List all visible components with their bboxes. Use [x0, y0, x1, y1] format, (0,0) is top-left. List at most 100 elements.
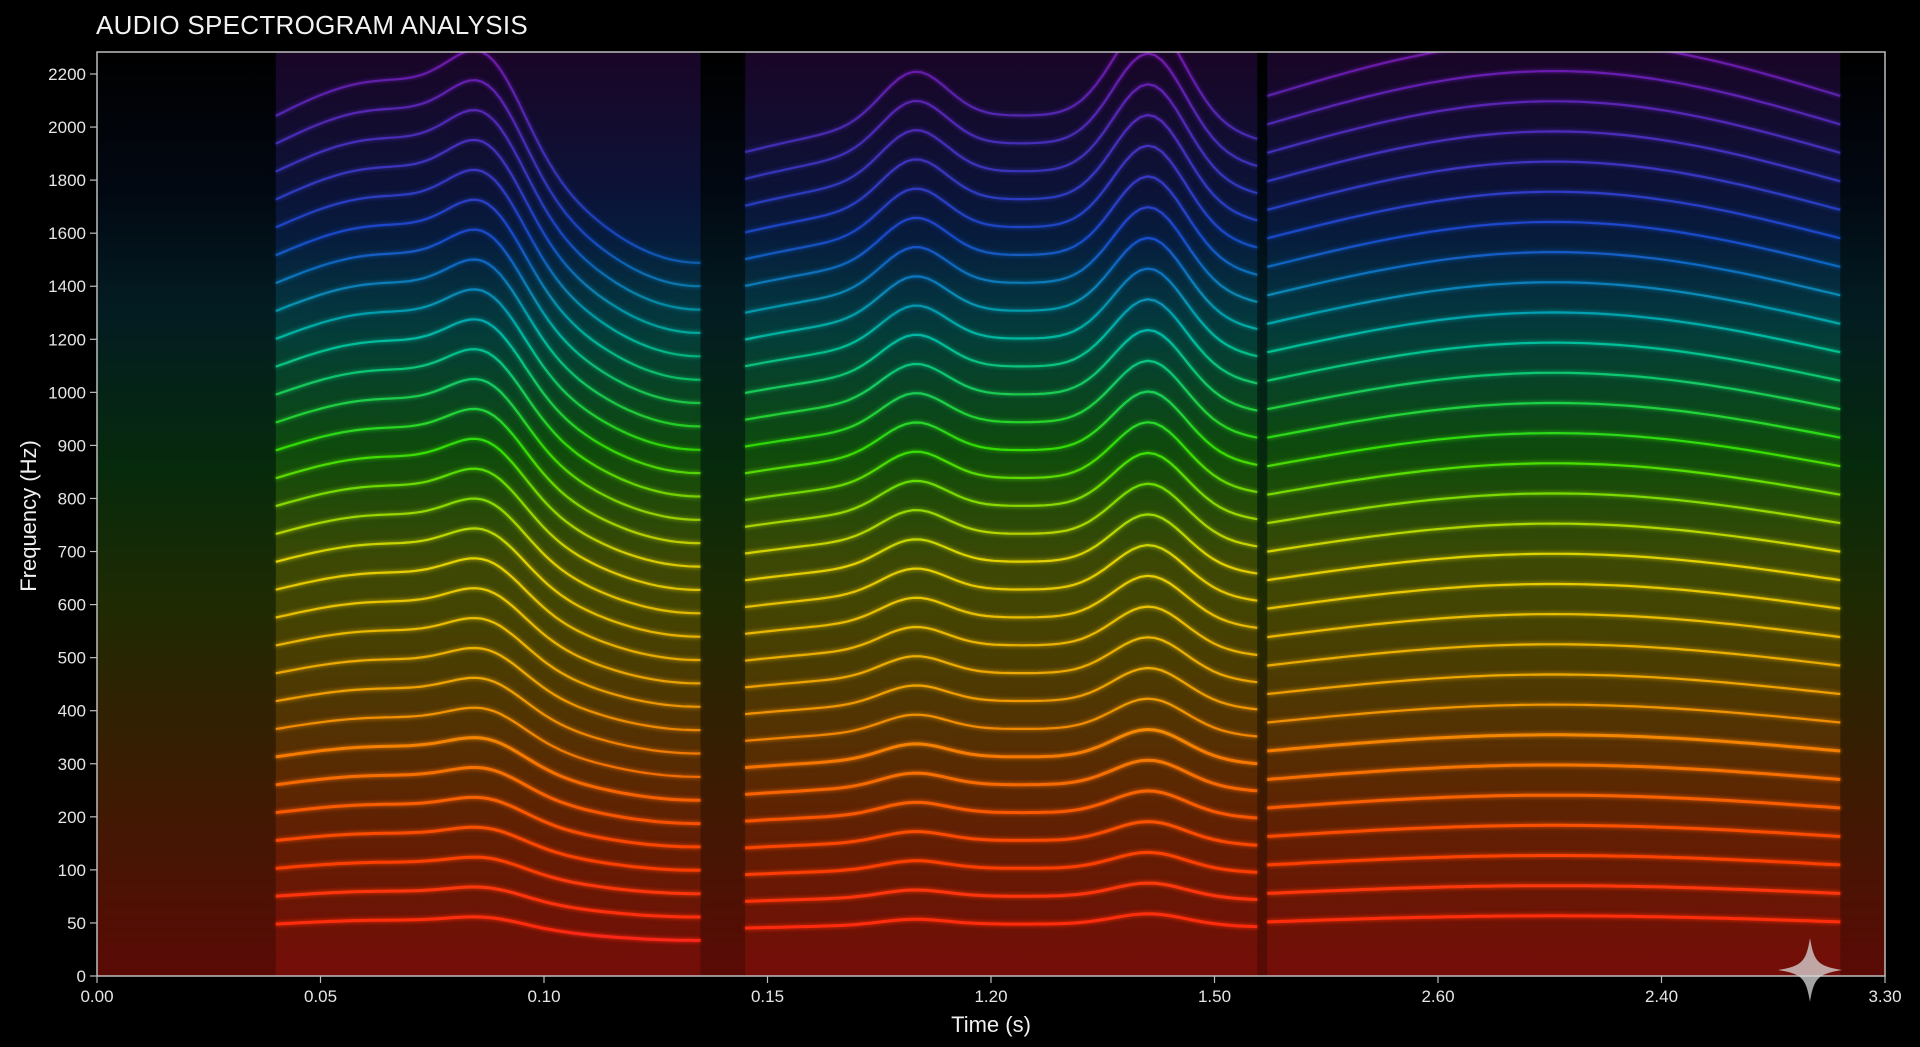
x-tick-label: 0.10: [527, 987, 560, 1006]
harmonic-lines: [275, 52, 1841, 942]
page-title: AUDIO SPECTROGRAM ANALYSIS: [96, 10, 529, 40]
x-tick-label: 0.05: [304, 987, 337, 1006]
harmonic-line: [275, 288, 701, 451]
harmonic-line: [275, 108, 701, 311]
harmonic-line: [1267, 401, 1841, 439]
x-tick-label: 0.00: [80, 987, 113, 1006]
harmonic-line: [275, 138, 701, 334]
harmonic-line: [1266, 100, 1841, 154]
harmonic-line: [1267, 220, 1841, 268]
harmonic-line: [744, 390, 1258, 475]
harmonic-line: [1267, 793, 1841, 810]
x-tick-label: 1.20: [974, 987, 1007, 1006]
y-tick-label: 1600: [48, 224, 86, 243]
y-tick-label: 100: [58, 861, 86, 880]
harmonic-line: [275, 885, 701, 919]
harmonic-line: [744, 666, 1258, 716]
harmonic-line: [1267, 341, 1841, 382]
harmonic-line: [744, 83, 1258, 207]
harmonic-line: [1267, 190, 1841, 240]
y-tick-label: 1800: [48, 171, 86, 190]
y-tick-label: 800: [58, 489, 86, 508]
harmonic-line: [1267, 823, 1841, 838]
harmonic-line: [275, 52, 701, 264]
harmonic-line: [1267, 612, 1841, 639]
harmonic-line: [1267, 884, 1841, 895]
harmonic-line: [275, 258, 701, 428]
harmonic-line: [1267, 763, 1841, 781]
harmonic-line: [275, 616, 701, 708]
harmonic-line: [1267, 130, 1841, 183]
harmonic-line: [275, 497, 701, 615]
harmonic-line: [275, 348, 701, 498]
harmonic-line: [744, 52, 1258, 154]
harmonic-line: [275, 527, 701, 638]
harmonic-line: [275, 825, 701, 872]
harmonic-line: [744, 605, 1258, 662]
harmonic-line: [745, 820, 1258, 850]
harmonic-line: [744, 636, 1258, 689]
harmonic-line: [1267, 251, 1841, 297]
harmonic-line: [275, 377, 701, 521]
harmonic-line: [744, 421, 1258, 502]
y-tick-label: 0: [77, 967, 86, 986]
harmonic-line: [1267, 371, 1841, 411]
harmonic-line: [744, 267, 1258, 368]
y-axis: 0 50 100 200 300 400 500 600 700 800 900 1000 1200 14…: [48, 65, 97, 986]
x-tick-label: 1.50: [1198, 987, 1231, 1006]
y-tick-label: 500: [58, 649, 86, 668]
y-tick-label: 900: [58, 436, 86, 455]
harmonic-line: [1267, 462, 1841, 496]
harmonic-line: [275, 557, 701, 662]
harmonic-line: [1267, 733, 1841, 753]
harmonic-line: [1267, 311, 1841, 354]
harmonic-line: [744, 359, 1258, 448]
x-axis: 0.00 0.05 0.10 0.15 1.20 1.50 2.60 2.40 3.30: [80, 976, 1902, 1006]
y-tick-label: 1400: [48, 277, 86, 296]
harmonic-line: [744, 513, 1258, 582]
harmonic-line: [744, 328, 1258, 421]
x-tick-label: 3.30: [1868, 987, 1901, 1006]
harmonic-line: [1266, 52, 1841, 97]
harmonic-line: [1267, 160, 1841, 211]
harmonic-line: [275, 318, 701, 475]
y-tick-label: 2200: [48, 65, 86, 84]
harmonic-line: [1267, 914, 1841, 924]
harmonic-line: [275, 706, 701, 778]
harmonic-line: [744, 482, 1258, 555]
harmonic-line: [744, 52, 1258, 180]
harmonic-line: [1267, 552, 1841, 582]
harmonic-line: [275, 587, 701, 685]
harmonic-line: [1267, 522, 1841, 553]
harmonic-line: [744, 727, 1258, 770]
y-tick-label: 50: [67, 914, 86, 933]
harmonic-line: [275, 467, 701, 591]
harmonic-line: [744, 574, 1258, 635]
harmonic-line: [745, 697, 1258, 742]
harmonic-line: [275, 676, 701, 755]
speech-segment: [275, 52, 701, 976]
y-tick-label: 300: [58, 755, 86, 774]
harmonic-line: [1267, 582, 1841, 610]
harmonic-line: [744, 236, 1258, 341]
harmonic-line: [1267, 703, 1841, 724]
harmonic-line: [275, 79, 701, 288]
harmonic-line: [1267, 854, 1841, 867]
harmonic-line: [744, 758, 1258, 796]
y-tick-label: 600: [58, 596, 86, 615]
y-axis-title: Frequency (Hz): [16, 440, 41, 592]
harmonic-line: [744, 451, 1258, 528]
harmonic-line: [744, 205, 1258, 314]
speech-segment: [745, 52, 1258, 976]
harmonic-line: [744, 144, 1258, 261]
harmonic-line: [275, 168, 701, 358]
y-tick-label: 200: [58, 808, 86, 827]
y-tick-label: 1200: [48, 330, 86, 349]
harmonic-line: [275, 915, 701, 942]
harmonic-line: [275, 407, 701, 545]
harmonic-line: [275, 646, 701, 732]
harmonic-line: [275, 795, 701, 849]
harmonic-line: [745, 850, 1258, 877]
y-tick-label: 1000: [48, 383, 86, 402]
